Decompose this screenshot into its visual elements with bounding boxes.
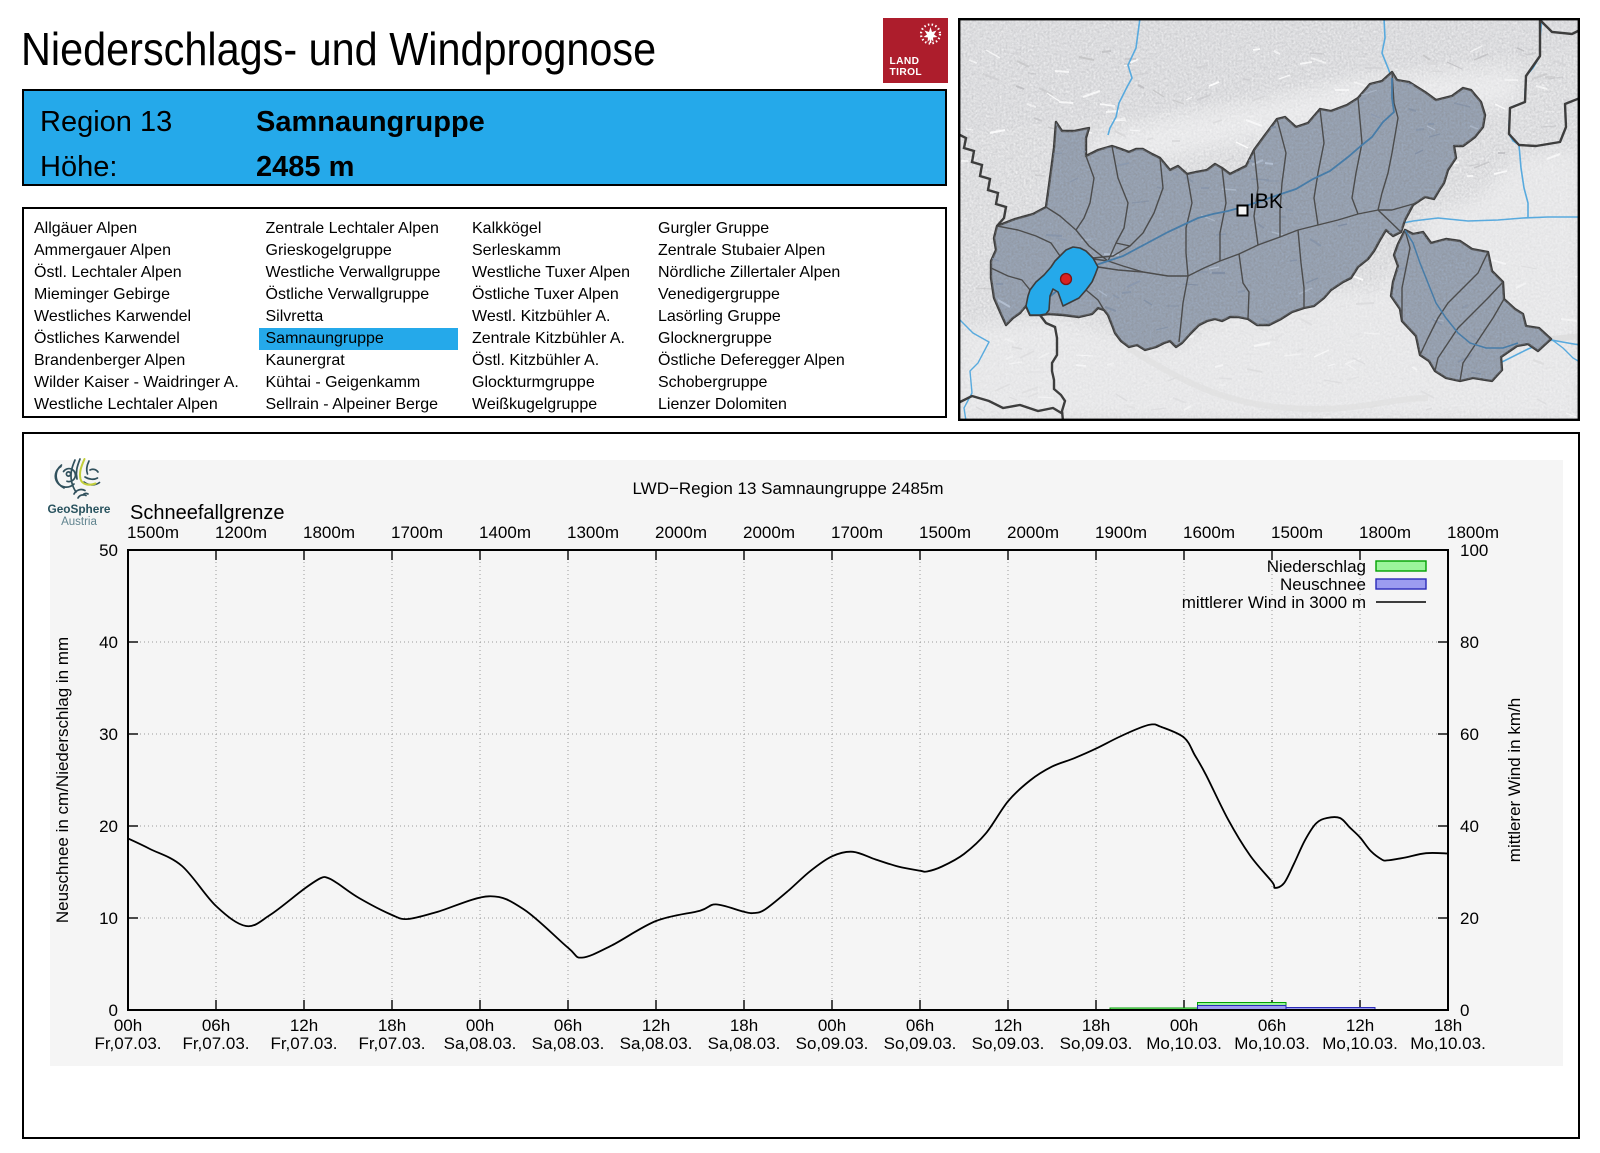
svg-text:0: 0 xyxy=(109,1001,118,1020)
svg-text:06h: 06h xyxy=(202,1016,230,1035)
svg-text:1700m: 1700m xyxy=(391,523,443,542)
svg-text:1800m: 1800m xyxy=(1359,523,1411,542)
svg-text:mittlerer Wind in 3000 m: mittlerer Wind in 3000 m xyxy=(1182,593,1366,612)
svg-text:Schneefallgrenze: Schneefallgrenze xyxy=(130,502,285,524)
svg-text:18h: 18h xyxy=(730,1016,758,1035)
svg-text:06h: 06h xyxy=(1258,1016,1286,1035)
svg-text:1300m: 1300m xyxy=(567,523,619,542)
svg-text:20: 20 xyxy=(1460,909,1479,928)
svg-text:60: 60 xyxy=(1460,725,1479,744)
svg-text:LWD−Region 13 Samnaungruppe 24: LWD−Region 13 Samnaungruppe 2485m xyxy=(632,479,943,498)
svg-text:Mo,10.03.: Mo,10.03. xyxy=(1146,1034,1222,1053)
svg-text:20: 20 xyxy=(99,817,118,836)
svg-text:Fr,07.03.: Fr,07.03. xyxy=(358,1034,425,1053)
svg-text:00h: 00h xyxy=(466,1016,494,1035)
svg-text:LAND: LAND xyxy=(890,56,920,67)
svg-text:00h: 00h xyxy=(114,1016,142,1035)
svg-text:Fr,07.03.: Fr,07.03. xyxy=(182,1034,249,1053)
svg-text:18h: 18h xyxy=(378,1016,406,1035)
svg-text:1500m: 1500m xyxy=(127,523,179,542)
svg-text:40: 40 xyxy=(99,633,118,652)
svg-text:1800m: 1800m xyxy=(1447,523,1499,542)
svg-text:Sa,08.03.: Sa,08.03. xyxy=(708,1034,781,1053)
svg-text:1500m: 1500m xyxy=(1271,523,1323,542)
svg-text:00h: 00h xyxy=(1170,1016,1198,1035)
svg-text:IBK: IBK xyxy=(1249,190,1283,213)
svg-text:80: 80 xyxy=(1460,633,1479,652)
svg-text:So,09.03.: So,09.03. xyxy=(972,1034,1045,1053)
svg-text:Mo,10.03.: Mo,10.03. xyxy=(1410,1034,1486,1053)
svg-text:00h: 00h xyxy=(818,1016,846,1035)
svg-text:12h: 12h xyxy=(994,1016,1022,1035)
svg-text:So,09.03.: So,09.03. xyxy=(884,1034,957,1053)
svg-text:18h: 18h xyxy=(1434,1016,1462,1035)
svg-text:Fr,07.03.: Fr,07.03. xyxy=(270,1034,337,1053)
svg-text:2000m: 2000m xyxy=(743,523,795,542)
svg-text:TIROL: TIROL xyxy=(890,67,923,78)
svg-text:12h: 12h xyxy=(642,1016,670,1035)
svg-text:1800m: 1800m xyxy=(303,523,355,542)
svg-text:30: 30 xyxy=(99,725,118,744)
svg-text:1700m: 1700m xyxy=(831,523,883,542)
svg-text:mittlerer Wind in km/h: mittlerer Wind in km/h xyxy=(1505,698,1524,862)
svg-text:Mo,10.03.: Mo,10.03. xyxy=(1234,1034,1310,1053)
svg-text:GeoSphere: GeoSphere xyxy=(48,502,111,516)
svg-text:40: 40 xyxy=(1460,817,1479,836)
svg-text:12h: 12h xyxy=(1346,1016,1374,1035)
svg-text:1200m: 1200m xyxy=(215,523,267,542)
svg-text:100: 100 xyxy=(1460,541,1488,560)
svg-text:So,09.03.: So,09.03. xyxy=(1060,1034,1133,1053)
svg-text:2000m: 2000m xyxy=(1007,523,1059,542)
svg-text:Fr,07.03.: Fr,07.03. xyxy=(94,1034,161,1053)
svg-text:Mo,10.03.: Mo,10.03. xyxy=(1322,1034,1398,1053)
svg-text:1400m: 1400m xyxy=(479,523,531,542)
svg-text:1900m: 1900m xyxy=(1095,523,1147,542)
svg-text:So,09.03.: So,09.03. xyxy=(796,1034,869,1053)
svg-text:1500m: 1500m xyxy=(919,523,971,542)
svg-text:06h: 06h xyxy=(554,1016,582,1035)
svg-text:18h: 18h xyxy=(1082,1016,1110,1035)
svg-text:Sa,08.03.: Sa,08.03. xyxy=(620,1034,693,1053)
svg-text:Austria: Austria xyxy=(61,516,97,528)
svg-text:10: 10 xyxy=(99,909,118,928)
svg-text:06h: 06h xyxy=(906,1016,934,1035)
svg-text:12h: 12h xyxy=(290,1016,318,1035)
svg-text:Neuschnee: Neuschnee xyxy=(1280,575,1366,594)
svg-text:Sa,08.03.: Sa,08.03. xyxy=(532,1034,605,1053)
svg-text:0: 0 xyxy=(1460,1001,1469,1020)
svg-text:2000m: 2000m xyxy=(655,523,707,542)
svg-text:Sa,08.03.: Sa,08.03. xyxy=(444,1034,517,1053)
svg-text:Niederschlag: Niederschlag xyxy=(1267,557,1366,576)
svg-text:Neuschnee in cm/Niederschlag i: Neuschnee in cm/Niederschlag in mm xyxy=(53,637,72,923)
svg-text:1600m: 1600m xyxy=(1183,523,1235,542)
svg-text:50: 50 xyxy=(99,541,118,560)
